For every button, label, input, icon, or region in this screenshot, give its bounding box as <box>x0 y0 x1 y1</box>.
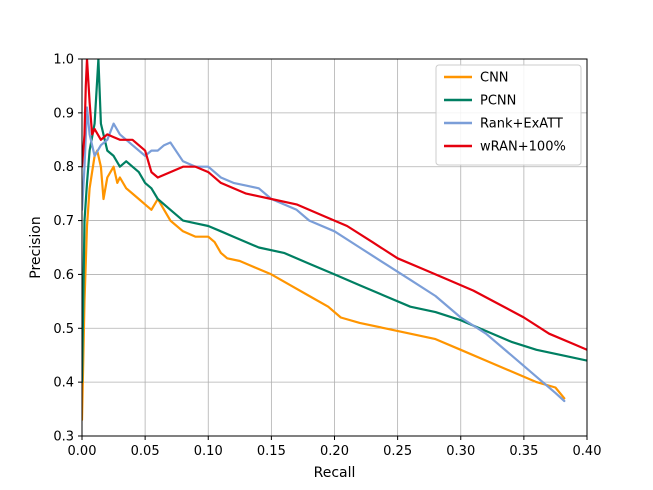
x-tick-label: 0.20 <box>320 444 349 459</box>
legend: CNN PCNN Rank+ExATT wRAN+100% <box>435 64 582 166</box>
x-tick-label: 0.15 <box>257 444 286 459</box>
axis-ticks: 0.00 0.05 0.10 0.15 0.20 0.25 0.30 0.35 0.40 0.3 0… <box>53 53 601 460</box>
x-tick-label: 0.35 <box>509 444 538 459</box>
series-layer <box>82 59 587 421</box>
x-tick-label: 0.25 <box>383 444 412 459</box>
legend-label: wRAN+100% <box>480 140 566 155</box>
x-tick-label: 0.05 <box>131 444 160 459</box>
x-tick-label: 0.40 <box>573 444 602 459</box>
y-tick-label: 0.4 <box>53 376 74 391</box>
y-tick-label: 0.6 <box>53 268 74 283</box>
y-tick-label: 0.3 <box>53 430 74 445</box>
series-line-rank-exatt <box>82 106 566 403</box>
y-tick-label: 0.7 <box>53 214 74 229</box>
legend-label: CNN <box>480 71 509 86</box>
series-line-cnn <box>82 149 566 421</box>
y-axis-label: Precision <box>28 216 44 278</box>
legend-box <box>435 64 582 166</box>
series-line-pcnn <box>82 59 587 384</box>
x-tick-label: 0.00 <box>68 444 97 459</box>
x-tick-label: 0.30 <box>446 444 475 459</box>
y-tick-label: 0.9 <box>53 106 74 121</box>
legend-label: PCNN <box>480 94 516 109</box>
x-axis-label: Recall <box>314 465 356 481</box>
y-tick-label: 0.5 <box>53 322 74 337</box>
y-tick-label: 0.8 <box>53 160 74 175</box>
legend-label: Rank+ExATT <box>480 117 563 132</box>
x-tick-label: 0.10 <box>194 444 223 459</box>
series-line-wran-100 <box>82 59 587 351</box>
y-tick-label: 1.0 <box>53 53 74 68</box>
